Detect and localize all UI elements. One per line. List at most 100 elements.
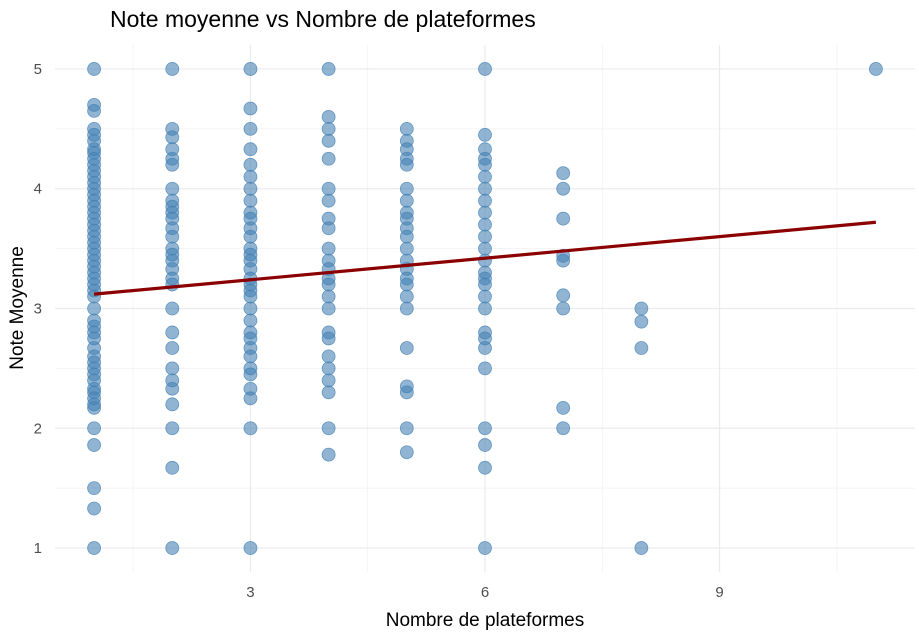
data-point (869, 62, 883, 76)
data-point (399, 241, 414, 256)
trend-line (93, 220, 877, 296)
data-point (478, 205, 492, 220)
data-point (634, 314, 649, 329)
data-point (478, 341, 492, 355)
y-tick-label: 2 (34, 420, 42, 437)
y-tick-label: 4 (34, 181, 42, 198)
data-point (556, 301, 571, 316)
data-point (243, 142, 258, 157)
data-point (399, 193, 414, 208)
y-tick-label: 5 (34, 61, 42, 78)
data-point (243, 391, 258, 406)
data-point (321, 181, 336, 196)
data-point (478, 217, 492, 232)
data-point (87, 481, 101, 496)
y-tick-label: 1 (34, 540, 42, 557)
data-point (556, 166, 571, 181)
data-point (321, 193, 336, 208)
data-point (399, 385, 414, 400)
data-point (87, 541, 101, 555)
data-point (321, 241, 336, 256)
data-point (243, 421, 258, 436)
data-point (321, 349, 336, 364)
data-point (243, 229, 258, 244)
data-point (87, 401, 101, 415)
data-point (399, 289, 414, 304)
data-point (165, 325, 180, 340)
data-point (556, 211, 571, 226)
data-point (399, 445, 414, 460)
data-point (399, 229, 414, 244)
data-point (321, 447, 336, 462)
data-point (478, 62, 492, 76)
data-point (321, 277, 336, 292)
data-point (87, 301, 101, 316)
data-point (165, 397, 180, 412)
data-point (165, 361, 180, 376)
data-point (165, 277, 180, 292)
data-point (321, 331, 336, 346)
data-point (165, 130, 180, 145)
x-axis-title: Nombre de plateformes (386, 610, 585, 631)
data-point (243, 181, 258, 196)
data-point (556, 288, 571, 303)
data-point (243, 62, 258, 76)
data-point (478, 289, 492, 304)
data-point (478, 157, 492, 172)
data-point (478, 193, 492, 208)
data-point (165, 62, 180, 76)
data-point (243, 121, 258, 136)
data-point (243, 169, 258, 184)
chart-title: Note moyenne vs Nombre de plateformes (110, 6, 536, 32)
data-point (321, 133, 336, 148)
data-point (478, 301, 492, 316)
data-point (399, 341, 414, 355)
data-point (321, 151, 336, 166)
data-point (556, 253, 571, 268)
data-point (321, 121, 336, 136)
data-point (243, 301, 258, 316)
data-point (478, 181, 492, 196)
x-tick-label: 9 (715, 584, 723, 601)
data-point (243, 541, 258, 555)
data-point (399, 421, 414, 436)
data-point (321, 373, 336, 388)
data-point (478, 438, 492, 452)
data-point (243, 367, 258, 382)
data-point (321, 289, 336, 304)
data-point (634, 541, 649, 555)
data-point (321, 301, 336, 316)
data-point (399, 277, 414, 292)
data-point (321, 421, 336, 436)
data-point (478, 127, 492, 142)
data-point (399, 301, 414, 316)
x-tick-label: 3 (246, 584, 254, 601)
data-point (478, 361, 492, 376)
data-point (556, 181, 571, 196)
data-point (165, 381, 180, 396)
data-point (243, 101, 258, 116)
data-point (87, 289, 101, 304)
data-point (87, 438, 101, 452)
data-point (478, 541, 492, 555)
data-point (243, 349, 258, 364)
data-point (399, 121, 414, 136)
data-point (478, 421, 492, 436)
data-point (321, 385, 336, 400)
data-point (399, 181, 414, 196)
y-tick-label: 3 (34, 301, 42, 318)
data-point (478, 169, 492, 184)
data-point (87, 103, 101, 118)
data-point (165, 229, 180, 244)
data-point (478, 277, 492, 292)
data-point (87, 62, 101, 76)
data-point (243, 157, 258, 172)
data-point (165, 157, 180, 172)
data-point (478, 253, 492, 268)
trend-line-layer (93, 220, 877, 296)
data-point (87, 501, 101, 516)
data-point (243, 193, 258, 208)
data-point (165, 460, 180, 475)
